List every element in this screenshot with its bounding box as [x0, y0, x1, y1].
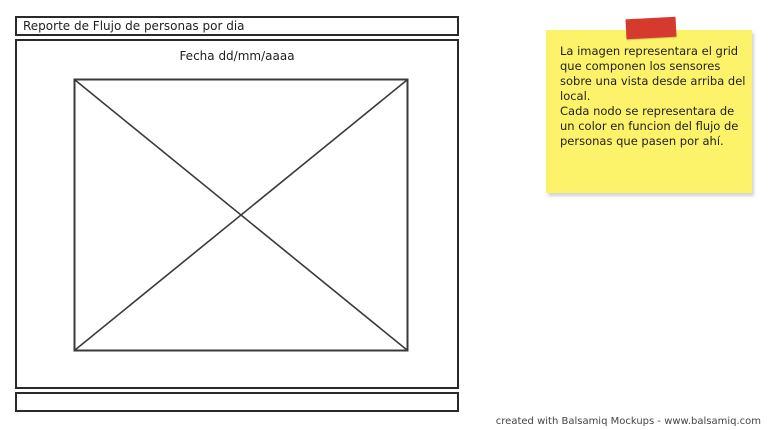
- window-titlebar: Reporte de Flujo de personas por dia: [15, 16, 459, 36]
- sticky-note-text: La imagen representara el grid que compo…: [560, 44, 746, 149]
- date-label: Fecha dd/mm/aaaa: [179, 49, 295, 63]
- balsamiq-credit: created with Balsamiq Mockups - www.bals…: [495, 416, 761, 427]
- sticky-note-line-1: La imagen representara el grid que compo…: [560, 44, 746, 103]
- window-body: Fecha dd/mm/aaaa: [15, 39, 459, 389]
- window-footer-bar: [15, 392, 459, 412]
- sticky-note: La imagen representara el grid que compo…: [546, 30, 752, 193]
- sticky-note-tape: [625, 16, 677, 40]
- window-title: Reporte de Flujo de personas por dia: [23, 19, 245, 33]
- image-placeholder: [73, 78, 409, 352]
- sticky-note-line-2: Cada nodo se representara de un color en…: [560, 104, 739, 148]
- report-window: Reporte de Flujo de personas por dia Fec…: [15, 16, 462, 412]
- image-placeholder-diagonal-2: [74, 79, 408, 351]
